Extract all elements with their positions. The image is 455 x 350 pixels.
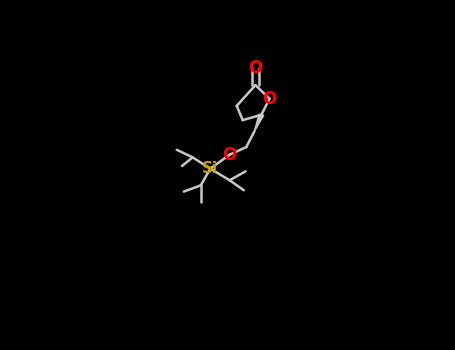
Text: Si: Si [202,161,218,176]
Text: O: O [222,146,237,164]
Text: O: O [263,90,277,107]
Text: O: O [248,58,263,77]
Polygon shape [254,114,264,132]
